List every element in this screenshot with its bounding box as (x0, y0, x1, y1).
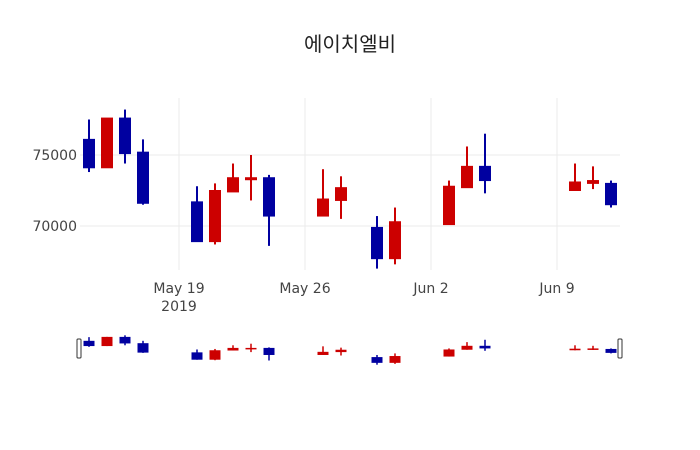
candle[interactable] (83, 119, 95, 173)
candle[interactable] (191, 186, 203, 243)
slider-candle (461, 342, 473, 350)
slider-candle (263, 347, 275, 361)
candle[interactable] (371, 216, 383, 269)
slider-right-handle[interactable] (617, 338, 623, 359)
candle[interactable] (263, 174, 275, 246)
candle[interactable] (317, 169, 329, 217)
candle[interactable] (119, 109, 131, 164)
chart-title: 에이치엘비 (304, 32, 396, 56)
slider-candle (569, 345, 581, 351)
slider-candle (317, 346, 329, 355)
x-tick-label: Jun 2 (412, 281, 448, 297)
slider-left-handle[interactable] (76, 338, 82, 359)
slider-candle (245, 343, 257, 353)
slider-candle (443, 348, 455, 357)
x-tick-sublabel: 2019 (161, 299, 197, 315)
x-tick-label: May 26 (279, 281, 330, 297)
y-tick-label: 75000 (32, 148, 77, 164)
slider-candle (605, 348, 617, 354)
y-tick-label: 70000 (32, 219, 77, 235)
candle[interactable] (137, 139, 149, 205)
slider-candle (137, 340, 149, 353)
slider-candle (371, 354, 383, 365)
candle[interactable] (569, 163, 581, 191)
x-axis: May 19 2019 May 26 Jun 2 Jun 9 (153, 281, 574, 315)
candle[interactable] (101, 117, 113, 169)
slider-candle (101, 336, 113, 347)
slider-candle (479, 339, 491, 351)
y-axis: 70000 75000 (32, 148, 77, 235)
x-tick-label: May 19 (153, 281, 204, 297)
candle[interactable] (335, 176, 347, 219)
gridlines (80, 98, 620, 270)
candle[interactable] (605, 180, 617, 208)
x-tick-label: Jun 9 (538, 281, 574, 297)
candle[interactable] (587, 166, 599, 190)
candle[interactable] (245, 155, 257, 201)
slider-candle (587, 345, 599, 350)
slider-candle (227, 345, 239, 351)
candle[interactable] (479, 133, 491, 194)
slider-candle (209, 348, 221, 361)
candle[interactable] (227, 163, 239, 193)
candle[interactable] (443, 180, 455, 226)
slider-candle (335, 347, 347, 356)
candle[interactable] (389, 207, 401, 265)
candles (83, 109, 617, 269)
slider-candle (119, 335, 131, 346)
candle[interactable] (209, 183, 221, 245)
slider-candle (191, 349, 203, 360)
range-slider[interactable] (76, 335, 623, 365)
slider-candle (83, 337, 95, 347)
candle[interactable] (461, 146, 473, 189)
slider-candle (389, 353, 401, 364)
